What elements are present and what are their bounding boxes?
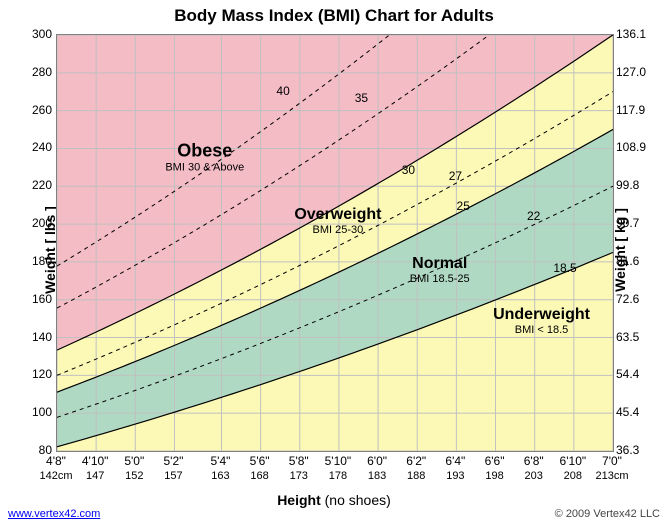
- xtick-cm: 203: [525, 470, 543, 482]
- bmi-value-label: 35: [355, 91, 368, 105]
- ytick-right: 54.4: [616, 367, 662, 381]
- xtick-ft: 5'0": [124, 454, 144, 468]
- bmi-value-label: 25: [457, 199, 470, 213]
- xtick-cm: 152: [125, 470, 143, 482]
- zone-label-small: BMI 25-30: [294, 224, 381, 236]
- zone-label-big: Underweight: [493, 306, 590, 324]
- ytick-right: 108.9: [616, 140, 662, 154]
- xtick-cm: 168: [250, 470, 268, 482]
- xtick-ft: 5'2": [164, 454, 184, 468]
- ytick-right: 127.0: [616, 65, 662, 79]
- xtick-cm: 157: [164, 470, 182, 482]
- xtick-cm: 163: [211, 470, 229, 482]
- xtick-cm: 193: [446, 470, 464, 482]
- zone-label-big: Obese: [165, 140, 244, 161]
- zone-label-big: Normal: [410, 255, 470, 273]
- ytick-left: 220: [12, 178, 52, 192]
- ytick-left: 120: [12, 367, 52, 381]
- bmi-value-label: 30: [402, 163, 415, 177]
- zone-label-small: BMI 30 & Above: [165, 161, 244, 173]
- zone-label-small: BMI < 18.5: [493, 324, 590, 336]
- zone-label-overweight: OverweightBMI 25-30: [294, 206, 381, 236]
- zone-label-big: Overweight: [294, 206, 381, 224]
- xtick-cm: 198: [485, 470, 503, 482]
- bmi-value-label: 22: [527, 209, 540, 223]
- bmi-value-label: 27: [449, 169, 462, 183]
- footer-copyright: © 2009 Vertex42 LLC: [555, 508, 660, 520]
- xtick-cm: 208: [564, 470, 582, 482]
- xtick-ft: 6'0": [367, 454, 387, 468]
- xtick-cm: 173: [290, 470, 308, 482]
- xtick-ft: 5'4": [210, 454, 230, 468]
- xtick-cm: 142cm: [39, 470, 72, 482]
- xtick-ft: 5'8": [289, 454, 309, 468]
- ytick-right: 90.7: [616, 216, 662, 230]
- xtick-cm: 147: [86, 470, 104, 482]
- xtick-cm: 183: [368, 470, 386, 482]
- ytick-left: 100: [12, 405, 52, 419]
- xtick-ft: 6'10": [560, 454, 587, 468]
- ytick-right: 81.6: [616, 254, 662, 268]
- xtick-ft: 6'2": [406, 454, 426, 468]
- xtick-ft: 6'4": [445, 454, 465, 468]
- ytick-left: 260: [12, 103, 52, 117]
- ytick-left: 160: [12, 292, 52, 306]
- plot-svg: [57, 35, 613, 451]
- ytick-left: 140: [12, 330, 52, 344]
- zone-label-small: BMI 18.5-25: [410, 273, 470, 285]
- ytick-left: 240: [12, 140, 52, 154]
- x-axis-label: Height (no shoes): [0, 492, 668, 508]
- ytick-right: 117.9: [616, 103, 662, 117]
- ytick-right: 63.5: [616, 330, 662, 344]
- ytick-left: 200: [12, 216, 52, 230]
- xtick-ft: 7'0": [602, 454, 622, 468]
- ytick-right: 136.1: [616, 27, 662, 41]
- xtick-ft: 5'6": [250, 454, 270, 468]
- ytick-left: 280: [12, 65, 52, 79]
- zone-label-normal: NormalBMI 18.5-25: [410, 255, 470, 285]
- chart-title: Body Mass Index (BMI) Chart for Adults: [0, 6, 668, 26]
- xtick-cm: 213cm: [595, 470, 628, 482]
- xtick-cm: 188: [407, 470, 425, 482]
- zone-label-obese: ObeseBMI 30 & Above: [165, 140, 244, 173]
- zone-label-underweight: UnderweightBMI < 18.5: [493, 306, 590, 336]
- xtick-ft: 5'10": [325, 454, 352, 468]
- bmi-chart: Body Mass Index (BMI) Chart for Adults W…: [0, 0, 668, 520]
- x-axis-label-main: Height: [277, 492, 321, 508]
- footer-link[interactable]: www.vertex42.com: [8, 508, 100, 520]
- xtick-ft: 6'6": [485, 454, 505, 468]
- xtick-ft: 4'8": [46, 454, 66, 468]
- xtick-cm: 178: [329, 470, 347, 482]
- xtick-ft: 6'8": [524, 454, 544, 468]
- plot-area: [56, 34, 614, 452]
- ytick-right: 72.6: [616, 292, 662, 306]
- ytick-left: 300: [12, 27, 52, 41]
- bmi-value-label: 18.5: [553, 261, 576, 275]
- ytick-right: 36.3: [616, 443, 662, 457]
- ytick-right: 45.4: [616, 405, 662, 419]
- xtick-ft: 4'10": [82, 454, 109, 468]
- x-axis-label-sub: (no shoes): [321, 492, 391, 508]
- ytick-right: 99.8: [616, 178, 662, 192]
- ytick-left: 180: [12, 254, 52, 268]
- bmi-value-label: 40: [276, 84, 289, 98]
